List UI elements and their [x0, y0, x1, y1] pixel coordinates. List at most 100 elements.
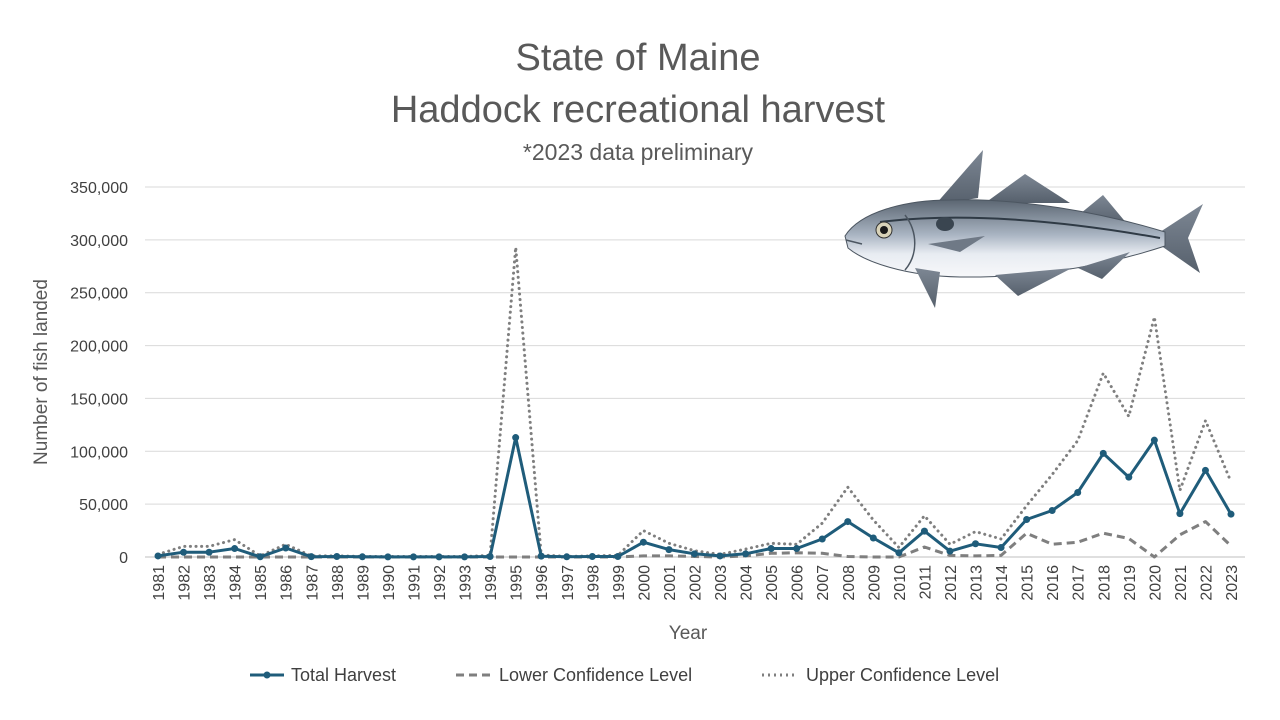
legend-item-total-harvest: Total Harvest [250, 665, 396, 685]
y-axis-ticks: 0 50,000 100,000 150,000 200,000 250,000 300,0… [70, 180, 128, 567]
fish-body [844, 199, 1166, 278]
data-point [742, 550, 750, 558]
data-point [409, 553, 417, 561]
lateral-line [879, 216, 1161, 239]
data-point [767, 545, 775, 553]
x-tick-label: 1995 [509, 565, 526, 601]
x-tick-label: 2022 [1198, 565, 1215, 601]
tail-fin [1160, 204, 1203, 273]
data-point [1125, 473, 1133, 481]
x-tick-label: 1986 [279, 565, 296, 601]
data-point [946, 547, 954, 555]
x-tick-label: 2008 [841, 565, 858, 601]
data-point [435, 553, 443, 561]
data-point [358, 553, 366, 561]
data-point [1074, 489, 1082, 497]
x-tick-label: 1998 [585, 565, 602, 601]
x-tick-label: 2012 [943, 565, 960, 601]
data-point [307, 553, 315, 561]
y-tick-label: 150,000 [70, 391, 128, 408]
x-tick-label: 2001 [662, 565, 679, 601]
data-point [333, 552, 341, 560]
legend: Total Harvest Lower Confidence Level Upp… [250, 665, 999, 685]
x-tick-label: 1987 [304, 565, 321, 601]
gill-cover [904, 214, 916, 271]
data-point [614, 552, 622, 560]
x-tick-label: 2003 [713, 565, 730, 601]
shoulder-blotch [936, 217, 954, 231]
dorsal-fin-1 [935, 150, 983, 205]
series-line-total-harvest [157, 436, 1233, 559]
pectoral-fin [928, 236, 985, 252]
y-tick-label: 300,000 [70, 233, 128, 250]
y-tick-label: 200,000 [70, 339, 128, 356]
y-tick-label: 100,000 [70, 444, 128, 461]
x-tick-label: 1981 [151, 565, 168, 601]
x-tick-label: 2020 [1147, 565, 1164, 601]
data-point [665, 546, 673, 554]
data-point [1201, 466, 1209, 474]
data-point [793, 545, 801, 553]
legend-marker-total-harvest [263, 671, 271, 679]
x-tick-label: 2004 [739, 565, 756, 601]
data-point [282, 544, 290, 552]
legend-item-lower-confidence: Lower Confidence Level [456, 665, 692, 685]
data-point [231, 545, 239, 553]
pelvic-fin [915, 268, 940, 308]
data-point [486, 552, 494, 560]
data-point [512, 434, 520, 442]
x-tick-label: 1985 [253, 565, 270, 601]
x-tick-label: 1989 [355, 565, 372, 601]
x-tick-label: 1982 [177, 565, 194, 601]
dorsal-fin-2 [985, 174, 1070, 203]
series-line-upper-confidence-level [156, 245, 1233, 558]
data-point [205, 548, 213, 556]
data-point [1099, 449, 1107, 457]
x-tick-label: 2002 [688, 565, 705, 601]
data-point [461, 553, 469, 561]
legend-label-total-harvest: Total Harvest [291, 665, 396, 685]
x-tick-label: 2023 [1224, 565, 1241, 601]
x-tick-label: 2006 [790, 565, 807, 601]
haddock-fish-illustration [844, 150, 1203, 308]
x-tick-label: 2018 [1096, 565, 1113, 601]
data-point [384, 553, 392, 561]
data-point [639, 538, 647, 546]
data-point [691, 550, 698, 558]
x-tick-label: 2021 [1173, 565, 1190, 601]
anal-fin-1 [995, 268, 1072, 296]
data-point [844, 518, 852, 526]
gridlines [145, 186, 1245, 558]
fish-mouth [845, 239, 863, 245]
data-point [716, 552, 724, 560]
x-tick-label: 1984 [228, 565, 245, 601]
x-tick-label: 2013 [969, 565, 986, 601]
x-tick-label: 2000 [636, 565, 653, 601]
data-point [920, 527, 928, 535]
chart-subtitle: *2023 data preliminary [523, 139, 754, 165]
data-point [256, 553, 264, 561]
x-tick-label: 2017 [1071, 565, 1088, 601]
y-tick-label: 350,000 [70, 180, 128, 197]
data-point [895, 549, 903, 557]
data-point [563, 553, 571, 561]
x-tick-label: 1996 [534, 565, 551, 601]
y-axis-title: Number of fish landed [31, 279, 52, 465]
x-tick-label: 2014 [994, 565, 1011, 601]
y-tick-label: 250,000 [70, 286, 128, 303]
x-tick-label: 1992 [432, 565, 449, 601]
x-tick-label: 1983 [202, 565, 219, 601]
x-tick-label: 1997 [560, 565, 577, 601]
data-point [1150, 436, 1158, 444]
x-tick-label: 1999 [611, 565, 628, 601]
anal-fin-2 [1078, 252, 1130, 279]
x-tick-label: 1993 [458, 565, 475, 601]
x-tick-label: 1990 [381, 565, 398, 601]
legend-label-lower-confidence: Lower Confidence Level [499, 665, 692, 685]
x-tick-label: 1991 [406, 565, 423, 601]
x-tick-label: 2009 [866, 565, 883, 601]
series-lines [154, 245, 1235, 561]
data-point [1176, 510, 1184, 518]
x-tick-label: 1994 [483, 565, 500, 601]
